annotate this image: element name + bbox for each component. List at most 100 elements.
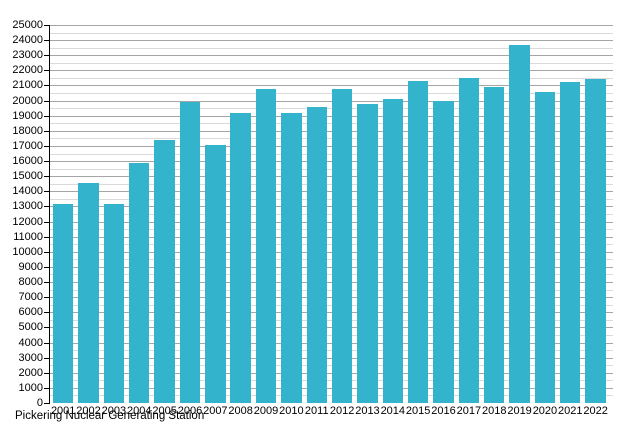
gridline-minor [50,334,613,336]
y-axis-tick [44,145,50,147]
x-axis-label-2016: 2016 [431,405,456,417]
x-axis-label-2005: 2005 [152,405,177,417]
bar-2009 [255,89,277,403]
gridline-minor [50,380,613,382]
gridline-minor [50,259,613,261]
gridline-major [50,85,613,87]
bar-2012 [331,89,353,403]
x-axis-label-2002: 2002 [76,405,101,417]
y-axis-label: 3000 [18,351,43,364]
y-axis-label: 19000 [12,109,43,122]
chart-caption: Pickering Nuclear Generating Station [15,410,205,422]
y-axis-tick [44,100,50,102]
gridline-major [50,312,613,314]
y-axis-label: 20000 [12,94,43,107]
y-axis-tick [44,403,50,404]
gridline-major [50,191,613,193]
x-axis-label-2022: 2022 [583,405,608,417]
bar-2004 [129,163,150,403]
y-axis-tick [44,297,50,299]
bar-2005 [154,139,175,403]
gridline-major [50,297,613,299]
y-axis-tick [44,40,50,42]
gridline-minor [50,350,613,352]
gridline-major [50,100,613,102]
gridline-major [50,115,613,117]
y-axis-tick [44,176,50,178]
gridline-minor [50,229,613,231]
x-axis-label-2018: 2018 [481,405,507,417]
y-axis-label: 4000 [18,336,43,349]
y-axis-label: 14000 [12,185,43,198]
gridline-major [50,282,613,284]
x-axis-label-2015: 2015 [405,405,431,417]
y-axis-tick [44,327,50,329]
x-axis-label-2019: 2019 [507,405,532,417]
y-axis-line [49,25,50,404]
gridline-minor [50,77,613,79]
gridline-major [50,327,613,329]
y-axis-label: 25000 [12,19,43,31]
gridline-minor [50,198,613,200]
x-axis-label-2017: 2017 [456,405,482,417]
x-axis-label-2010: 2010 [279,405,304,417]
gridline-minor [50,138,613,140]
gridline-minor [50,365,613,367]
x-axis-label-2004: 2004 [127,405,152,417]
y-axis-label: 23000 [12,49,43,62]
bar-2013 [357,103,378,403]
y-axis-label: 18000 [12,124,43,137]
y-axis-tick [44,191,50,193]
x-axis-label-2001: 2001 [50,405,76,417]
gridline-minor [50,244,613,246]
gridline-minor [50,153,613,155]
y-axis-tick [44,206,50,208]
gridline-major [50,342,613,344]
x-axis-label-2014: 2014 [380,405,406,417]
gridline-minor [50,47,613,49]
y-axis-tick [44,357,50,359]
gridline-minor [50,274,613,276]
y-axis-tick [44,25,50,26]
gridline-major [50,266,613,268]
y-axis-label: 1000 [18,381,43,394]
y-axis-tick [44,312,50,314]
y-axis-tick [44,221,50,223]
y-axis-tick [44,161,50,163]
bar-2007 [205,145,226,403]
bar-2017 [458,77,480,403]
y-axis-label: 0 [36,397,43,409]
gridline-major [50,221,613,223]
gridline-major [50,206,613,208]
gridline-minor [50,123,613,125]
gridline-major [50,70,613,72]
y-axis-label: 5000 [18,321,43,334]
gridline-major [50,145,613,147]
gridline-major [50,55,613,57]
y-axis-label: 24000 [12,34,43,47]
x-axis-label-2013: 2013 [355,405,380,417]
y-axis-label: 12000 [12,215,43,228]
gridline-major [50,25,613,26]
gridline-minor [50,108,613,110]
y-axis-label: 11000 [13,230,43,243]
y-axis-label: 6000 [18,306,43,319]
gridline-major [50,251,613,253]
bar-2021 [560,82,581,403]
y-axis-label: 22000 [12,64,43,77]
gridline-minor [50,183,613,185]
y-axis-label: 17000 [12,139,43,152]
bar-2006 [179,102,201,403]
y-axis-label: 15000 [12,170,43,183]
y-axis-label: 10000 [12,245,43,258]
y-axis-tick [44,372,50,374]
y-axis-label: 9000 [18,260,43,273]
gridline-minor [50,304,613,306]
gridline-minor [50,62,613,64]
gridline-major [50,176,613,178]
bar-2014 [382,99,403,403]
y-axis-tick [44,282,50,284]
y-axis-tick [44,236,50,238]
gridline-major [50,40,613,42]
bar-2016 [433,100,454,403]
